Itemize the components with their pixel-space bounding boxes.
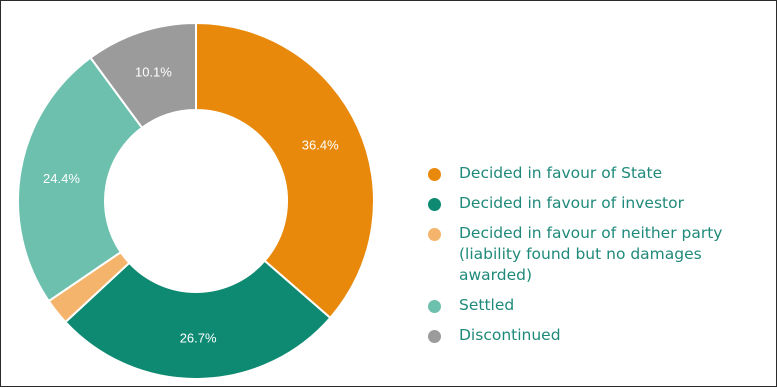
slice-discontinued — [89, 21, 197, 130]
legend-item-discontinued: Discontinued — [426, 325, 771, 346]
legend-label-discontinued: Discontinued — [459, 326, 561, 344]
legend-swatch-investor — [428, 198, 441, 211]
legend-item-investor: Decided in favour of investor — [426, 193, 771, 214]
legend-label-investor: Decided in favour of investor — [459, 194, 684, 212]
legend-item-neither: Decided in favour of neither party (liab… — [426, 223, 771, 286]
slice-label-investor: 26.7% — [180, 330, 217, 345]
slice-settled — [17, 56, 144, 303]
legend-label-neither: Decided in favour of neither party (liab… — [459, 224, 723, 284]
legend-swatch-settled — [428, 300, 441, 313]
legend-label-state: Decided in favour of State — [459, 164, 663, 182]
legend-item-state: Decided in favour of State — [426, 163, 771, 184]
slice-label-discontinued: 10.1% — [135, 64, 172, 79]
legend-item-settled: Settled — [426, 295, 771, 316]
slice-label-state: 36.4% — [302, 137, 339, 152]
legend-swatch-discontinued — [428, 330, 441, 343]
slice-state — [195, 21, 375, 320]
legend-swatch-neither — [428, 228, 441, 241]
slice-investor — [64, 259, 332, 380]
legend-swatch-state — [428, 168, 441, 181]
chart-legend: Decided in favour of State Decided in fa… — [426, 163, 771, 355]
slice-label-settled: 24.4% — [43, 171, 80, 186]
legend-label-settled: Settled — [459, 296, 515, 314]
